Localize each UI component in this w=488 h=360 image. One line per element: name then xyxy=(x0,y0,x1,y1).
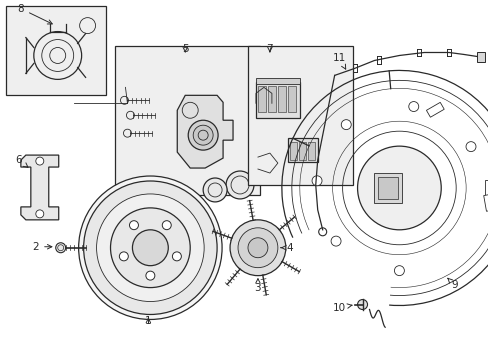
Bar xyxy=(277,86,285,112)
Bar xyxy=(247,45,352,185)
Circle shape xyxy=(110,208,190,288)
Circle shape xyxy=(203,178,226,202)
Circle shape xyxy=(238,228,277,268)
Bar xyxy=(484,180,488,196)
Text: 8: 8 xyxy=(18,4,52,24)
Circle shape xyxy=(193,125,213,145)
Circle shape xyxy=(162,221,171,230)
Circle shape xyxy=(341,120,350,130)
Circle shape xyxy=(247,238,267,258)
Bar xyxy=(476,53,484,62)
Bar xyxy=(115,45,260,195)
Circle shape xyxy=(465,141,475,152)
Circle shape xyxy=(145,271,155,280)
Polygon shape xyxy=(21,155,59,220)
Bar xyxy=(426,102,443,117)
Circle shape xyxy=(36,157,44,165)
Text: 1: 1 xyxy=(145,316,151,327)
Circle shape xyxy=(172,252,181,261)
Text: 9: 9 xyxy=(447,278,457,289)
Circle shape xyxy=(83,181,217,315)
Circle shape xyxy=(129,221,138,230)
Text: 3: 3 xyxy=(254,279,261,293)
Text: 4: 4 xyxy=(281,243,292,253)
Circle shape xyxy=(36,210,44,218)
Bar xyxy=(307,142,314,160)
Bar xyxy=(483,194,488,211)
Circle shape xyxy=(229,220,285,276)
Circle shape xyxy=(225,171,253,199)
Circle shape xyxy=(330,236,340,246)
Bar xyxy=(289,142,296,160)
Circle shape xyxy=(96,194,203,302)
Circle shape xyxy=(132,230,168,266)
Bar xyxy=(378,177,398,199)
Text: 7: 7 xyxy=(266,44,273,54)
Text: 2: 2 xyxy=(32,242,52,252)
Bar xyxy=(287,86,295,112)
Bar xyxy=(6,6,105,95)
Bar xyxy=(267,86,275,112)
Text: 6: 6 xyxy=(16,155,28,167)
Circle shape xyxy=(56,243,65,253)
Circle shape xyxy=(408,102,418,112)
Bar xyxy=(258,86,265,112)
Bar xyxy=(287,138,317,162)
Text: 11: 11 xyxy=(332,54,346,69)
Text: 5: 5 xyxy=(182,44,188,54)
Circle shape xyxy=(394,266,404,276)
Circle shape xyxy=(188,120,218,150)
Bar xyxy=(255,78,299,84)
Polygon shape xyxy=(177,95,233,168)
Bar xyxy=(255,82,299,118)
Bar xyxy=(298,142,305,160)
Circle shape xyxy=(357,146,440,230)
Circle shape xyxy=(119,252,128,261)
Circle shape xyxy=(357,300,367,310)
Circle shape xyxy=(79,176,222,319)
Circle shape xyxy=(311,176,322,186)
Text: 10: 10 xyxy=(332,302,351,312)
Bar xyxy=(374,173,402,203)
